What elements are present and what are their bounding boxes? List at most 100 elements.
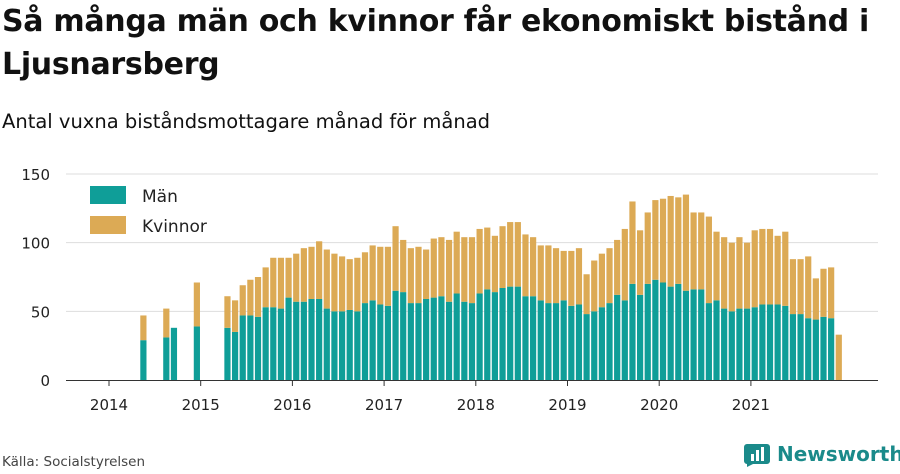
bar-men xyxy=(476,293,483,380)
bars xyxy=(140,194,842,380)
bar-men xyxy=(774,304,781,380)
bar-men xyxy=(361,303,369,380)
bar-women xyxy=(140,315,147,341)
bar-men xyxy=(606,303,613,380)
bar-men xyxy=(766,304,774,380)
bar-men xyxy=(445,301,453,380)
bar-women xyxy=(522,234,529,297)
bar-men xyxy=(598,307,605,380)
bar-men xyxy=(652,279,659,380)
bar-women xyxy=(736,237,743,309)
bar-men xyxy=(759,304,766,380)
bar-women xyxy=(507,222,514,287)
bar-women xyxy=(400,239,407,293)
bar-men xyxy=(522,296,529,380)
bar-men xyxy=(323,308,330,380)
bar-men xyxy=(491,292,499,380)
bar-men xyxy=(621,300,628,380)
x-tick-label: 2019 xyxy=(548,396,586,414)
bar-women xyxy=(575,248,583,305)
bar-women xyxy=(545,245,552,304)
bar-women xyxy=(621,228,628,301)
bar-men xyxy=(247,315,254,380)
bar-women xyxy=(782,231,789,306)
x-tick-label: 2021 xyxy=(732,396,770,414)
bar-men xyxy=(400,292,407,380)
bar-women xyxy=(453,231,460,294)
bar-men xyxy=(308,298,315,380)
bar-men xyxy=(193,326,200,380)
bar-men xyxy=(805,318,812,380)
bar-women xyxy=(430,238,437,298)
bar-men xyxy=(782,305,789,380)
bar-women xyxy=(682,194,690,291)
bar-women xyxy=(667,195,674,287)
bar-women xyxy=(690,212,697,290)
bar-men xyxy=(170,327,178,380)
bar-women xyxy=(583,274,590,315)
newsworthy-logo: Newsworthy xyxy=(744,441,900,467)
bar-men xyxy=(384,305,392,380)
bar-women xyxy=(247,279,254,316)
bar-women xyxy=(820,268,827,317)
bar-women xyxy=(262,267,269,308)
bar-men xyxy=(163,337,170,380)
bar-women xyxy=(491,235,499,293)
bar-women xyxy=(812,278,819,320)
x-tick-label: 2014 xyxy=(90,396,128,414)
bar-women xyxy=(369,245,376,301)
source-note: Källa: Socialstyrelsen xyxy=(2,454,146,470)
bar-women xyxy=(789,259,797,315)
bar-women xyxy=(636,230,644,295)
bar-women xyxy=(766,228,774,305)
bar-men xyxy=(659,282,667,380)
bar-women xyxy=(514,222,521,287)
bar-men xyxy=(507,286,514,380)
bar-men xyxy=(407,303,414,380)
bar-women xyxy=(407,248,414,304)
bar-women xyxy=(231,300,239,332)
bar-women xyxy=(293,253,300,302)
x-tick-label: 2016 xyxy=(273,396,311,414)
x-tick-label: 2015 xyxy=(182,396,220,414)
bar-men xyxy=(270,307,277,380)
bar-women xyxy=(537,245,544,301)
bar-men xyxy=(552,303,560,380)
bar-men xyxy=(354,311,361,380)
y-tick-label: 0 xyxy=(40,372,50,390)
bar-men xyxy=(728,311,735,380)
bar-men xyxy=(545,303,552,380)
bar-men xyxy=(705,303,712,380)
bar-women xyxy=(698,212,705,290)
bar-women xyxy=(675,197,682,284)
bar-women xyxy=(423,249,430,299)
bar-men xyxy=(675,283,682,380)
bar-women xyxy=(323,249,330,309)
bar-women xyxy=(270,257,277,308)
x-tick-label: 2018 xyxy=(457,396,495,414)
bar-men xyxy=(682,290,690,380)
bar-men xyxy=(736,308,743,380)
bar-men xyxy=(453,293,460,380)
bar-men xyxy=(812,319,819,380)
bar-women xyxy=(644,212,651,284)
legend: Män Kvinnor xyxy=(82,182,222,240)
bar-men xyxy=(614,294,621,380)
x-tick-label: 2017 xyxy=(365,396,403,414)
brand-name: Newsworthy xyxy=(777,442,900,466)
bar-women xyxy=(316,241,323,299)
bar-women xyxy=(346,259,353,310)
bar-men xyxy=(423,298,430,380)
bar-women xyxy=(392,226,399,291)
bar-women xyxy=(721,237,728,309)
y-tick-label: 50 xyxy=(31,303,50,321)
bar-men xyxy=(392,290,399,380)
bar-men xyxy=(285,297,292,380)
bar-chart-logo-icon xyxy=(744,444,770,467)
bar-men xyxy=(568,305,575,380)
bar-women xyxy=(445,239,453,302)
bar-men xyxy=(828,318,835,380)
bar-women xyxy=(254,277,262,317)
bar-men xyxy=(591,311,598,380)
chart-subtitle: Antal vuxna biståndsmottagare månad för … xyxy=(2,110,491,133)
